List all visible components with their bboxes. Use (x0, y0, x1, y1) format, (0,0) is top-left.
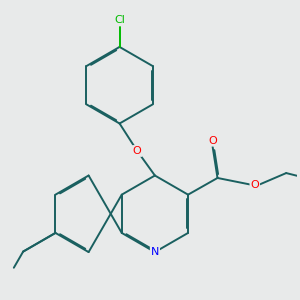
Text: O: O (208, 136, 217, 146)
Text: O: O (133, 146, 142, 156)
Text: O: O (250, 180, 259, 190)
Text: Cl: Cl (114, 15, 125, 26)
Text: N: N (151, 247, 159, 257)
